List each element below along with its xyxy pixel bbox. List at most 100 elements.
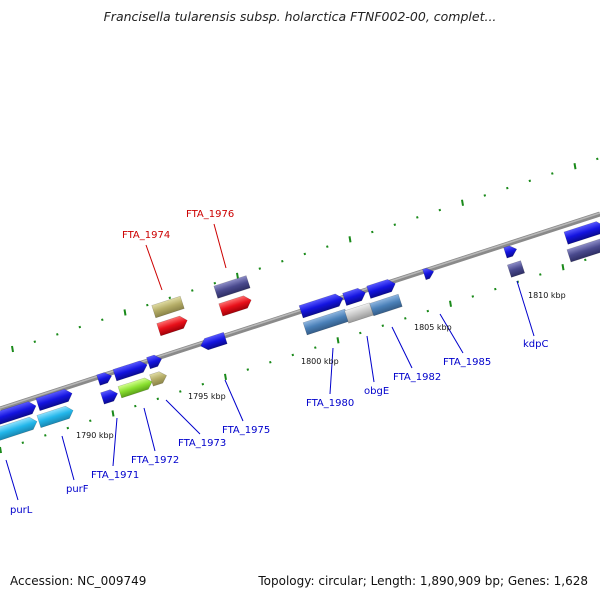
- outer-tick: [528, 179, 532, 183]
- leader-fta1975: [224, 379, 244, 422]
- gene-label-FTA_1982[interactable]: FTA_1982: [393, 372, 441, 383]
- feature-fta1976[interactable]: [218, 294, 253, 317]
- gene-label-purL[interactable]: purL: [10, 505, 33, 516]
- outer-tick: [236, 272, 239, 280]
- inner-tick: [246, 368, 250, 371]
- inner-tick: [111, 410, 115, 417]
- inner-tick: [0, 446, 2, 454]
- outer-tick: [123, 309, 127, 316]
- feature-fta1982-upper[interactable]: [366, 277, 398, 299]
- inner-tick: [156, 397, 160, 401]
- gene-label-kdpC[interactable]: kdpC: [523, 339, 548, 350]
- genome-backbone-highlight: [0, 212, 600, 409]
- feature-right[interactable]: [566, 237, 600, 263]
- inner-tick: [561, 264, 565, 271]
- outer-tick: [281, 259, 284, 263]
- outer-tick: [438, 208, 442, 212]
- feature-purF[interactable]: [36, 404, 75, 429]
- feature-kdpc-upper[interactable]: [503, 244, 519, 259]
- leader-kdpc: [516, 280, 535, 337]
- inner-tick: [404, 317, 407, 320]
- outer-tick-track: [11, 157, 599, 353]
- leader-fta1980: [329, 347, 334, 395]
- gene-label-FTA_1972[interactable]: FTA_1972: [131, 455, 179, 466]
- gene-label-obgE[interactable]: obgE: [364, 386, 389, 397]
- inner-tick: [21, 441, 25, 444]
- gene-label-FTA_1976[interactable]: FTA_1976: [186, 209, 234, 220]
- inner-tick-track: [0, 258, 587, 454]
- gene-label-FTA_1980[interactable]: FTA_1980: [306, 398, 354, 409]
- feature-fta1973[interactable]: [149, 370, 169, 387]
- inner-tick: [516, 280, 520, 284]
- label-leader-lines: [5, 223, 535, 501]
- outer-tick: [573, 163, 577, 170]
- inner-tick: [494, 287, 497, 291]
- inner-tick: [44, 434, 47, 437]
- scale-label-1810: 1810 kbp: [528, 291, 566, 300]
- feature-obge[interactable]: [344, 302, 374, 324]
- inner-tick: [66, 426, 70, 430]
- leader-obge: [366, 335, 375, 383]
- outer-tick: [146, 303, 149, 307]
- outer-tick: [303, 252, 307, 256]
- leader-fta1972: [143, 407, 156, 452]
- feature-obge-upper[interactable]: [342, 286, 368, 306]
- inner-tick: [269, 360, 272, 364]
- feature-kdpc[interactable]: [507, 260, 525, 278]
- feature-track: [0, 220, 600, 441]
- feature-fta1973-upper[interactable]: [146, 353, 163, 370]
- inner-tick: [291, 353, 295, 357]
- leader-purF: [61, 435, 75, 481]
- inner-tick: [224, 373, 227, 381]
- feature-purL-upper[interactable]: [0, 400, 38, 425]
- feature-fta1974-tan[interactable]: [151, 295, 185, 319]
- gene-label-FTA_1974[interactable]: FTA_1974: [122, 230, 170, 241]
- outer-tick: [461, 199, 464, 206]
- feature-fta1972[interactable]: [117, 376, 154, 399]
- gene-label-FTA_1971[interactable]: FTA_1971: [91, 470, 139, 481]
- inner-tick: [471, 295, 475, 298]
- feature-fta1980-upper[interactable]: [298, 292, 345, 319]
- feature-fta1982[interactable]: [369, 293, 403, 317]
- inner-tick: [449, 300, 452, 307]
- outer-tick: [551, 172, 554, 175]
- outer-tick: [213, 281, 217, 285]
- genome-backbone: [0, 211, 600, 412]
- feature-fta1974[interactable]: [156, 314, 190, 337]
- feature-fta1985[interactable]: [422, 266, 436, 281]
- inner-tick: [381, 324, 385, 327]
- inner-tick: [201, 382, 205, 386]
- gene-label-FTA_1975[interactable]: FTA_1975: [222, 425, 270, 436]
- inner-tick: [584, 258, 587, 262]
- leader-fta1982: [391, 326, 413, 369]
- leader-fta1985: [439, 313, 464, 354]
- leader-fta1974: [145, 244, 163, 291]
- inner-tick: [179, 390, 182, 393]
- leader-fta1976: [213, 223, 227, 269]
- feature-fta1975[interactable]: [199, 331, 228, 351]
- scale-label-1790: 1790 kbp: [76, 431, 114, 440]
- outer-tick: [168, 296, 172, 300]
- feature-purF-upper[interactable]: [35, 387, 74, 412]
- feature-fta1971-upper[interactable]: [96, 371, 114, 386]
- map-title: Francisella tularensis subsp. holarctica…: [103, 9, 497, 24]
- leader-purL: [5, 459, 19, 501]
- scale-label-1795: 1795 kbp: [188, 392, 226, 401]
- outer-tick: [506, 186, 509, 190]
- gene-label-FTA_1973[interactable]: FTA_1973: [178, 438, 226, 449]
- inner-tick: [134, 404, 137, 408]
- outer-tick: [393, 223, 397, 226]
- inner-tick: [359, 331, 362, 335]
- feature-fta1971[interactable]: [100, 388, 120, 405]
- feature-right-upper[interactable]: [563, 220, 600, 245]
- feature-fta1972-upper[interactable]: [112, 359, 149, 382]
- gene-label-FTA_1985[interactable]: FTA_1985: [443, 357, 491, 368]
- scale-label-1800: 1800 kbp: [301, 357, 339, 366]
- feature-fta1976-slate[interactable]: [213, 275, 251, 299]
- feature-purL[interactable]: [0, 415, 39, 441]
- inner-tick: [89, 419, 92, 423]
- leader-fta1973: [165, 399, 201, 435]
- gene-label-purF[interactable]: purF: [66, 484, 89, 495]
